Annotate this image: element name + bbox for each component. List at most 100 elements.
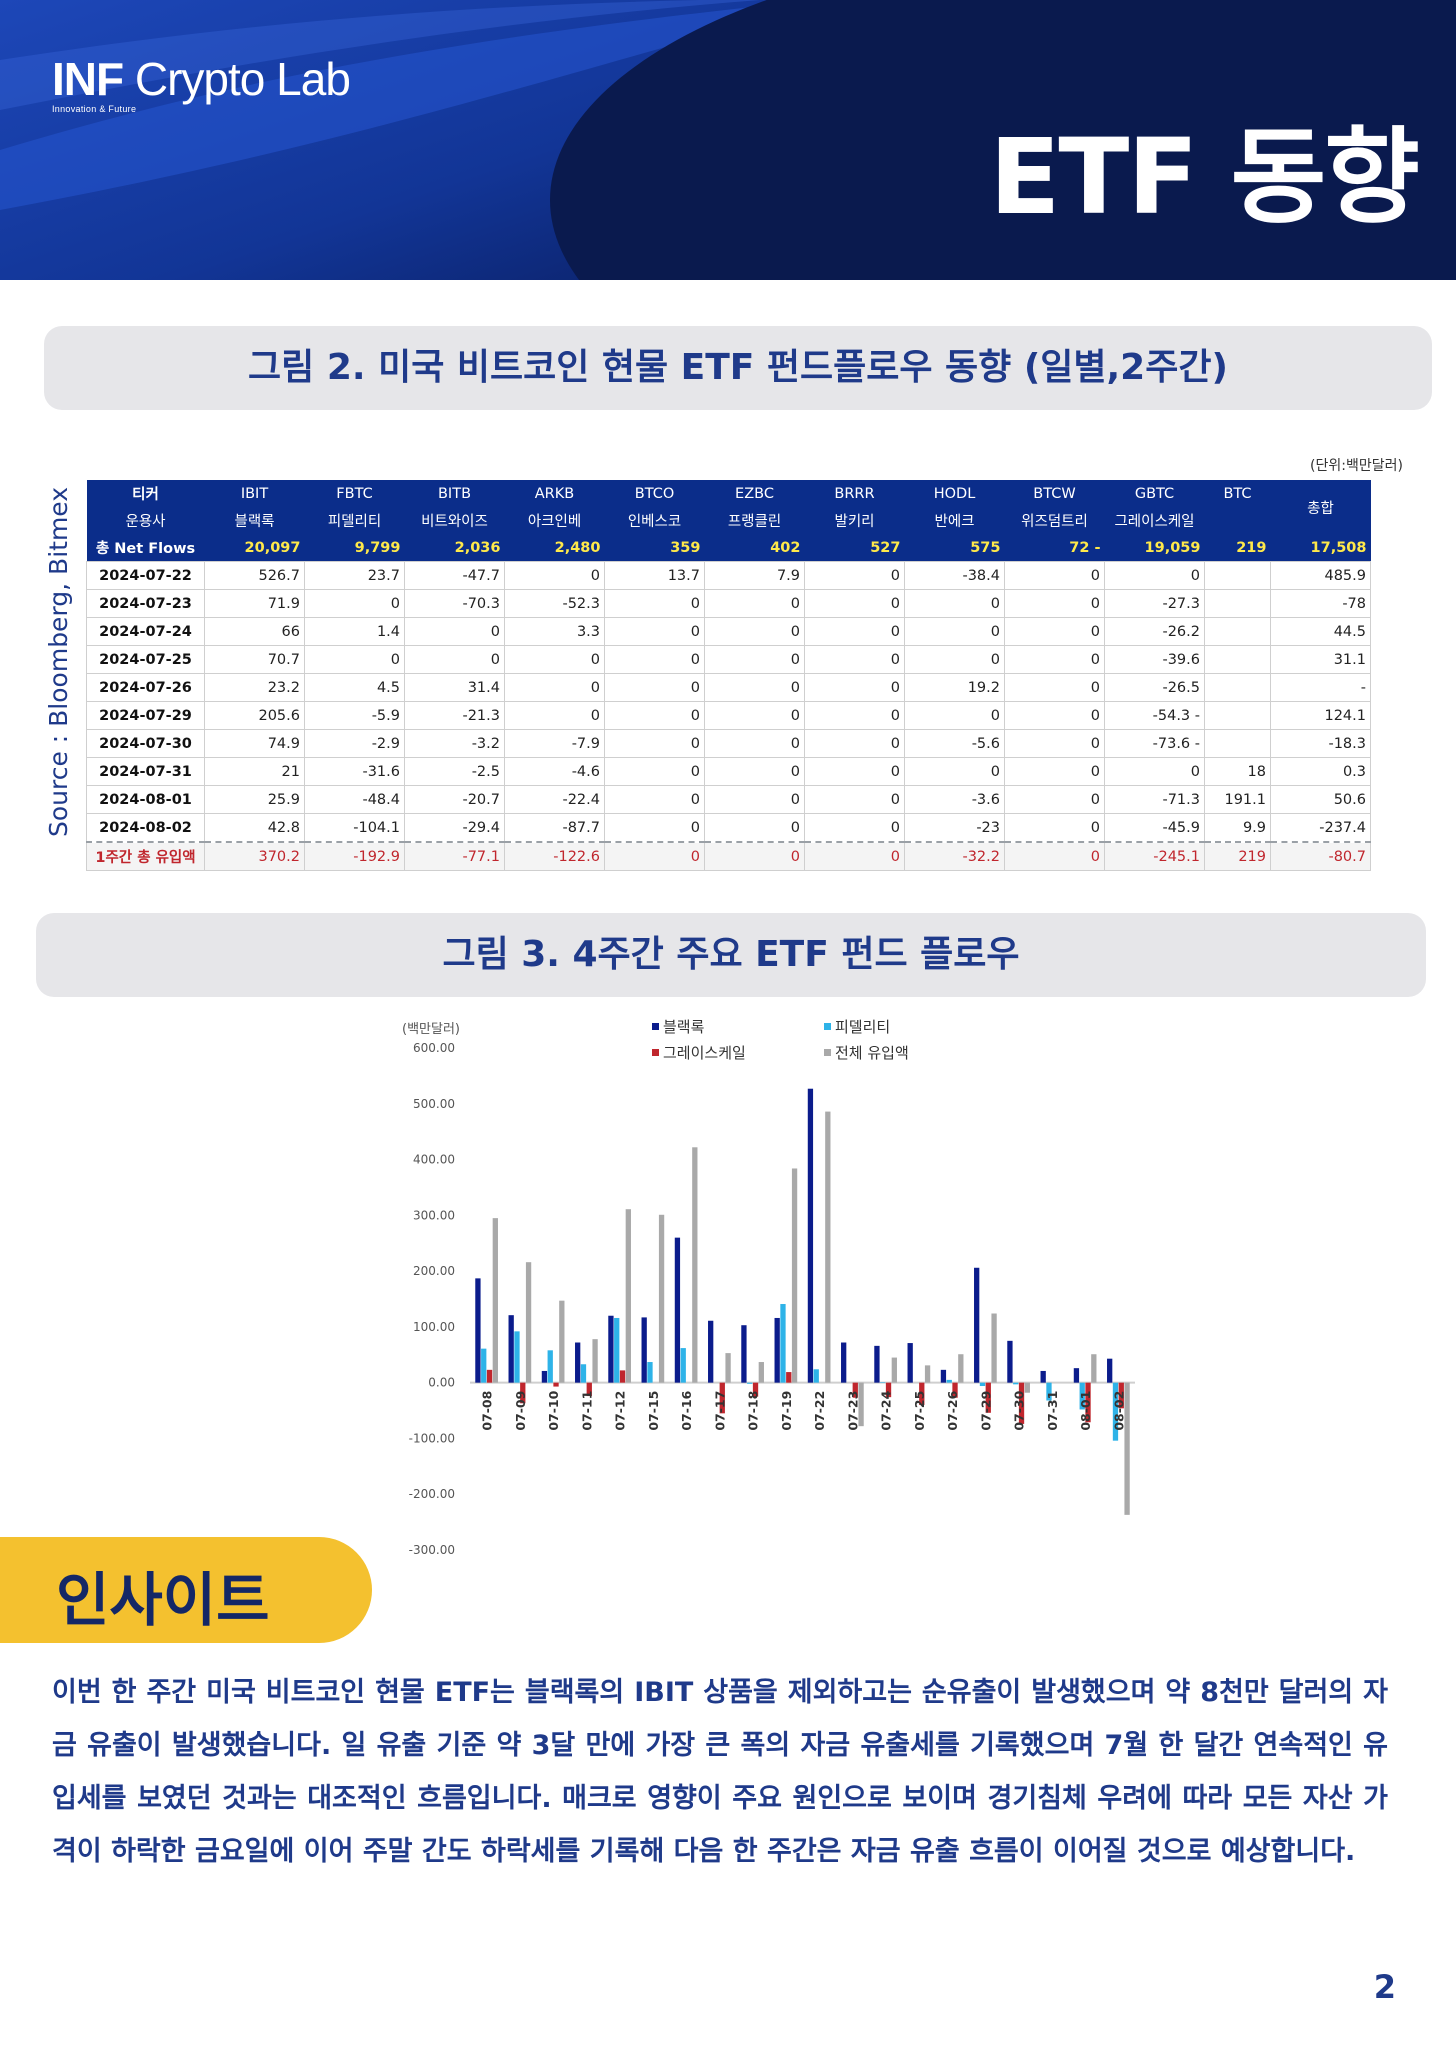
net-flow-cell: 9,799 <box>304 534 405 562</box>
flow-cell: 42.8 <box>204 813 305 843</box>
flow-cell: 124.1 <box>1270 701 1371 730</box>
issuer-header: 피델리티 <box>304 507 405 534</box>
flow-cell: -27.3 <box>1104 589 1205 618</box>
x-tick-label: 07-18 <box>746 1391 761 1431</box>
flow-cell: 0 <box>604 617 705 646</box>
bar-블랙록 <box>874 1345 880 1383</box>
flow-cell: 0 <box>604 813 705 843</box>
x-tick-label: 07-30 <box>1012 1390 1027 1430</box>
bar-블랙록 <box>508 1315 514 1383</box>
table-row: 2024-07-29 205.6 -5.9 -21.3 0 0 0 0 0 0 -54.3 -124… <box>86 701 1371 730</box>
flow-cell: 0 <box>604 729 705 758</box>
ticker-header: GBTC <box>1104 480 1205 507</box>
flow-cell: 23.7 <box>304 561 405 590</box>
flow-cell: 0 <box>1004 617 1105 646</box>
header-wave-graphic <box>0 0 1456 280</box>
bar-그레이스케일 <box>1118 1382 1124 1409</box>
net-flow-cell: 527 <box>804 534 905 562</box>
flow-cell <box>1204 673 1271 702</box>
x-tick-label: 07-29 <box>978 1391 993 1431</box>
net-flow-cell: 219 <box>1204 534 1271 562</box>
table-row: 2024-07-22 526.7 23.7 -47.7 0 13.7 7.9 0 -38.4 0 0… <box>86 561 1371 590</box>
week-total-cell: 219 <box>1204 841 1271 871</box>
bar-피델리티 <box>680 1348 686 1383</box>
flow-cell: -20.7 <box>404 785 505 814</box>
bar-전체 유입액 <box>492 1218 498 1383</box>
flow-cell: 0 <box>604 701 705 730</box>
bar-피델리티 <box>580 1364 587 1383</box>
flow-cell: 0 <box>904 617 1005 646</box>
bar-전체 유입액 <box>924 1365 931 1383</box>
x-tick-label: 07-26 <box>945 1390 960 1430</box>
bar-피델리티 <box>946 1379 952 1383</box>
ticker-header: EZBC <box>704 480 805 507</box>
bar-그레이스케일 <box>985 1382 991 1413</box>
flow-cell: -39.6 <box>1104 645 1205 674</box>
y-tick-label: 300.00 <box>413 1208 455 1222</box>
table-label-ticker: 티커 <box>86 480 205 507</box>
bar-전체 유입액 <box>1124 1382 1130 1515</box>
flow-cell: -47.7 <box>404 561 505 590</box>
bar-전체 유입액 <box>658 1214 665 1383</box>
bar-블랙록 <box>541 1370 548 1383</box>
bar-그레이스케일 <box>919 1382 925 1405</box>
flow-cell: -237.4 <box>1270 813 1371 843</box>
net-flow-cell: 402 <box>704 534 805 562</box>
bar-전체 유입액 <box>525 1262 532 1383</box>
net-flow-cell: 2,480 <box>504 534 605 562</box>
flow-cell: -29.4 <box>404 813 505 843</box>
bar-전체 유입액 <box>1024 1382 1030 1393</box>
week-total-cell: -80.7 <box>1270 841 1371 871</box>
flow-cell: -23 <box>904 813 1005 843</box>
bar-블랙록 <box>641 1317 647 1383</box>
etf-flow-bar-chart: (백만달러) 600.00 500.00 400.00 300.00 200.00 100.… <box>402 1018 1135 1557</box>
flow-cell: -31.6 <box>304 757 405 786</box>
table-row: 2024-07-23 71.9 0 -70.3 -52.3 0 0 0 0 0 -27.3 -78 <box>86 589 1371 618</box>
ticker-header: HODL <box>904 480 1005 507</box>
x-tick-label: 07-19 <box>779 1391 794 1431</box>
legend-swatch <box>652 1023 659 1030</box>
issuer-header: 블랙록 <box>204 507 305 534</box>
flow-cell: 0 <box>904 645 1005 674</box>
flow-cell: 31.4 <box>404 673 505 702</box>
flow-cell: -7.9 <box>504 729 605 758</box>
table-issuer-row: 운용사 블랙록 피델리티 비트와이즈 아크인베 인베스코 프랭클린 발키리 반에크 위즈덤트리 그… <box>86 507 1371 534</box>
date-cell: 2024-07-31 <box>86 757 205 786</box>
flow-cell: 0 <box>804 561 905 590</box>
week-total-row: 1주간 총 유입액 370.2 -192.9 -77.1 -122.6 0 0 0 -32.2 0… <box>86 841 1371 871</box>
flow-cell: 0 <box>804 589 905 618</box>
bar-피델리티 <box>979 1382 986 1387</box>
table-row: 2024-08-01 25.9 -48.4 -20.7 -22.4 0 0 0 -3.6 0 -71… <box>86 785 1371 814</box>
bar-전체 유입액 <box>625 1209 631 1383</box>
bar-전체 유입액 <box>559 1300 565 1383</box>
bar-전체 유입액 <box>692 1147 698 1383</box>
flow-cell: -26.5 <box>1104 673 1205 702</box>
flow-cell: 50.6 <box>1270 785 1371 814</box>
bar-그레이스케일 <box>586 1382 592 1397</box>
flow-cell: 0 <box>1004 561 1105 590</box>
legend-swatch <box>824 1049 831 1056</box>
flow-cell <box>1204 589 1271 618</box>
flow-cell: 0 <box>904 589 1005 618</box>
bar-피델리티 <box>813 1369 819 1383</box>
bar-그레이스케일 <box>486 1369 493 1383</box>
etf-flow-table: 티커 IBIT FBTC BITB ARKB BTCO EZBC BRRR HODL BTCW G… <box>86 480 1371 871</box>
table-row: 2024-07-24 66 1.4 0 3.3 0 0 0 0 0 -26.2 44.5 <box>86 617 1371 646</box>
bar-블랙록 <box>774 1317 780 1383</box>
bar-피델리티 <box>481 1348 487 1383</box>
x-tick-label: 07-08 <box>480 1391 495 1431</box>
flow-cell: 70.7 <box>204 645 305 674</box>
bar-피델리티 <box>614 1317 620 1383</box>
figure3-title-box: 그림 3. 4주간 주요 ETF 펀드 플로우 <box>36 913 1426 997</box>
flow-cell: 0 <box>904 701 1005 730</box>
net-flow-cell: 19,059 <box>1104 534 1205 562</box>
company-logo: INF Crypto Lab Innovation & Future <box>52 52 351 114</box>
flow-cell: 0 <box>1004 757 1105 786</box>
bar-전체 유입액 <box>1091 1354 1097 1383</box>
bar-블랙록 <box>841 1342 847 1383</box>
x-tick-label: 07-15 <box>646 1391 661 1431</box>
x-tick-label: 07-17 <box>712 1391 727 1431</box>
week-total-label: 1주간 총 유입액 <box>86 841 205 871</box>
flow-cell: 21 <box>204 757 305 786</box>
bar-그레이스케일 <box>852 1382 858 1398</box>
